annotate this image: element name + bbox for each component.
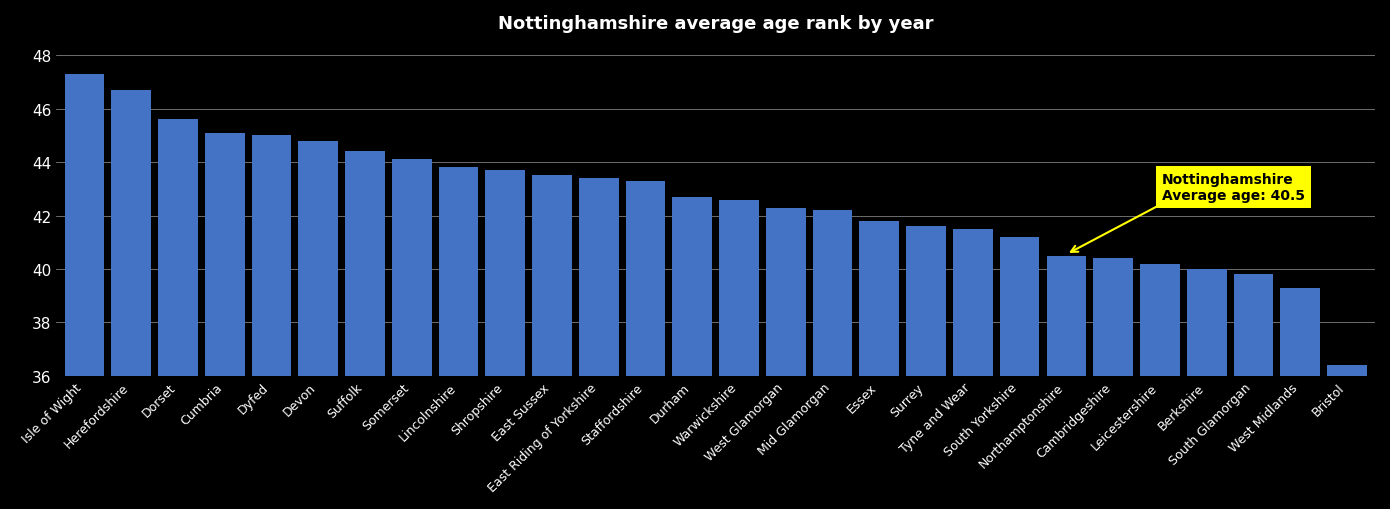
Bar: [673, 197, 712, 509]
Bar: [204, 133, 245, 509]
Bar: [299, 142, 338, 509]
Bar: [719, 200, 759, 509]
Bar: [999, 237, 1040, 509]
Bar: [578, 179, 619, 509]
Bar: [1280, 288, 1320, 509]
Bar: [1140, 264, 1180, 509]
Bar: [1094, 259, 1133, 509]
Bar: [626, 181, 666, 509]
Bar: [532, 176, 571, 509]
Bar: [906, 227, 947, 509]
Bar: [859, 221, 899, 509]
Bar: [766, 208, 806, 509]
Bar: [64, 75, 104, 509]
Bar: [392, 160, 432, 509]
Bar: [485, 171, 525, 509]
Text: Nottinghamshire
Average age: ​​​​40.5: Nottinghamshire Average age: ​​​​40.5: [1162, 173, 1305, 203]
Bar: [158, 120, 197, 509]
Bar: [252, 136, 292, 509]
Bar: [345, 152, 385, 509]
Bar: [439, 168, 478, 509]
Bar: [1233, 275, 1273, 509]
Bar: [954, 230, 992, 509]
Title: Nottinghamshire average age rank by year: Nottinghamshire average age rank by year: [498, 15, 934, 33]
Bar: [111, 91, 152, 509]
Bar: [1327, 365, 1366, 509]
Bar: [813, 211, 852, 509]
Bar: [1047, 256, 1086, 509]
Bar: [1187, 269, 1226, 509]
